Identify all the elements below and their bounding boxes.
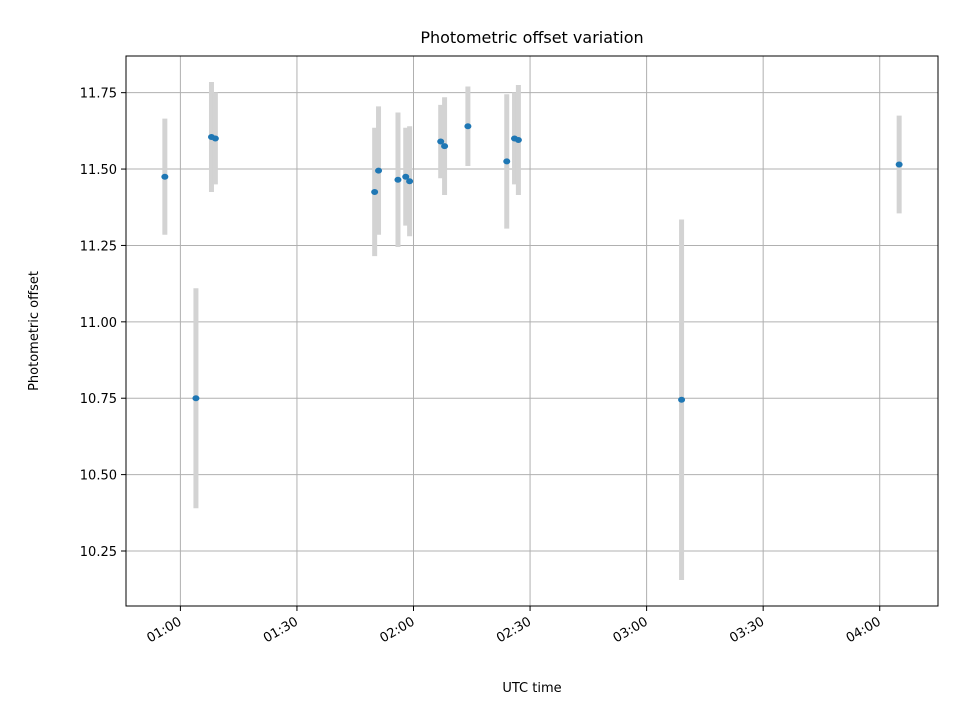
data-point (211, 135, 219, 142)
x-tick-label: 01:00 (144, 614, 184, 646)
x-tick-label: 02:30 (494, 614, 534, 646)
y-axis: 10.25 10.50 10.75 11.00 11.25 11.50 11.75 (80, 87, 126, 560)
errorbars (162, 81, 902, 581)
data-point (371, 188, 379, 195)
data-points (161, 123, 903, 403)
data-point (402, 173, 410, 180)
data-point (192, 395, 200, 402)
x-tick-label: 03:30 (727, 614, 767, 646)
y-tick-label: 10.75 (80, 392, 117, 407)
x-axis-label: UTC time (502, 681, 561, 696)
data-point (406, 178, 414, 185)
y-tick-label: 11.00 (80, 316, 117, 331)
x-tick-label: 02:00 (378, 614, 418, 646)
y-tick-label: 10.25 (80, 545, 117, 560)
data-point (514, 137, 522, 144)
data-point (895, 161, 903, 168)
data-point (503, 158, 511, 165)
data-point (375, 167, 383, 174)
plot-area (125, 55, 939, 607)
y-tick-label: 10.50 (80, 469, 117, 484)
data-point (437, 138, 445, 145)
x-tick-label: 03:00 (611, 614, 651, 646)
chart-title: Photometric offset variation (420, 28, 643, 47)
y-tick-label: 11.75 (80, 87, 117, 102)
data-point (464, 123, 472, 130)
data-point (441, 143, 449, 150)
x-tick-label: 04:00 (844, 614, 884, 646)
y-tick-label: 11.50 (80, 163, 117, 178)
data-point (394, 176, 402, 183)
x-axis: 01:00 01:30 02:00 02:30 03:00 03:30 04:00 (144, 606, 884, 646)
x-tick-label: 01:30 (261, 614, 301, 646)
y-tick-label: 11.25 (80, 239, 117, 254)
y-axis-label: Photometric offset (27, 271, 42, 391)
data-point (161, 173, 169, 180)
grid (126, 56, 938, 606)
data-point (678, 396, 686, 403)
